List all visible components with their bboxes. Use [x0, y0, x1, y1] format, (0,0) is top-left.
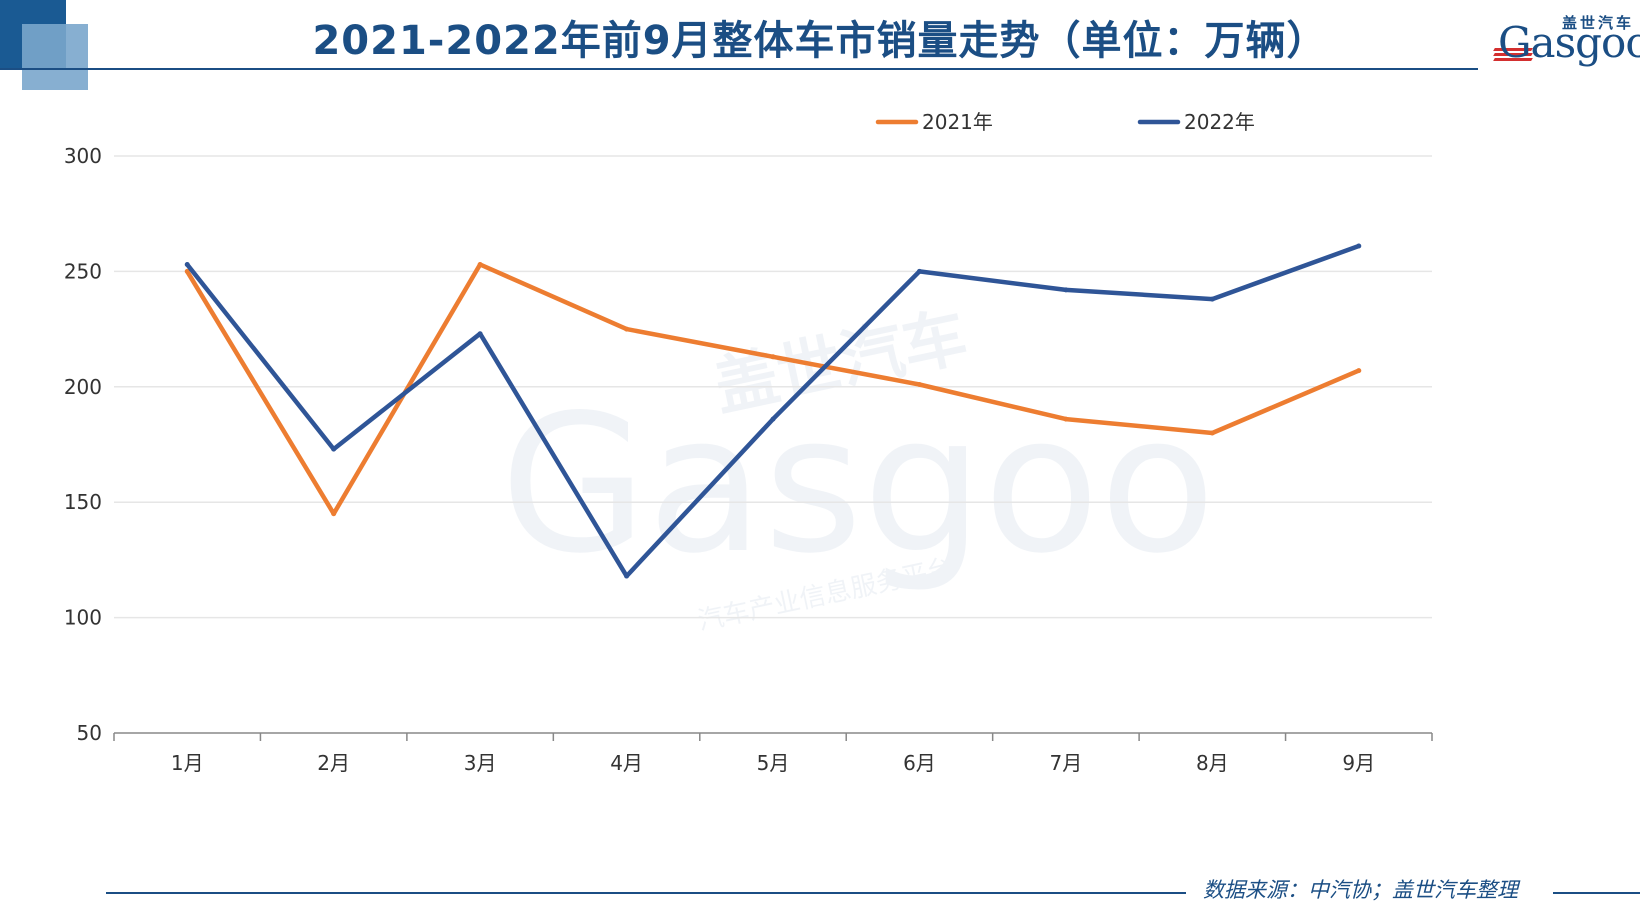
- x-tick-label: 2月: [317, 751, 350, 775]
- page-title: 2021-2022年前9月整体车市销量走势（单位：万辆）: [312, 18, 1328, 64]
- grid-lines: [114, 155, 1432, 619]
- y-tick-label: 150: [64, 490, 102, 514]
- y-tick-label: 250: [64, 259, 102, 283]
- footer-rule-right: [1553, 892, 1640, 894]
- x-tick-label: 1月: [171, 751, 204, 775]
- data-point: [477, 331, 483, 337]
- y-axis: 50 100 150 200 250 300: [64, 144, 102, 745]
- y-tick-label: 300: [64, 144, 102, 168]
- legend: 2021年 2022年: [875, 110, 1255, 134]
- title-underline: [0, 68, 1478, 70]
- legend-label: 2021年: [922, 110, 993, 134]
- y-tick-label: 100: [64, 606, 102, 630]
- data-point: [1063, 416, 1069, 422]
- data-point: [1209, 430, 1215, 436]
- logo-cn-text: 盖世汽车: [1561, 14, 1634, 32]
- data-point: [916, 268, 922, 274]
- series-lines: [184, 243, 1362, 579]
- x-tick-label: 8月: [1196, 751, 1229, 775]
- data-point: [1063, 287, 1069, 293]
- x-axis: 1月 2月 3月 4月 5月 6月 7月 8月 9月: [113, 732, 1433, 775]
- data-point: [624, 573, 630, 579]
- y-tick-label: 200: [64, 375, 102, 399]
- logo-en-text: Gasgoo: [1498, 18, 1640, 67]
- footer-rule-left: [106, 892, 1186, 894]
- data-point: [770, 416, 776, 422]
- watermark: Gasgoo 盖世汽车 汽车产业信息服务平台: [500, 300, 1216, 637]
- x-tick-label: 9月: [1342, 751, 1375, 775]
- gasgoo-logo: 盖世汽车 Gasgoo: [1490, 12, 1640, 76]
- data-point: [1209, 296, 1215, 302]
- legend-label: 2022年: [1184, 110, 1255, 134]
- data-point: [331, 511, 337, 517]
- data-point: [331, 446, 337, 452]
- data-point: [916, 381, 922, 387]
- data-point: [624, 326, 630, 332]
- y-tick-label: 50: [77, 721, 102, 745]
- data-point: [184, 268, 190, 274]
- data-point: [477, 261, 483, 267]
- data-point: [1356, 243, 1362, 249]
- source-note: 数据来源：中汽协；盖世汽车整理: [1203, 878, 1518, 902]
- x-tick-label: 3月: [464, 751, 497, 775]
- x-tick-label: 5月: [757, 751, 790, 775]
- x-tick-label: 7月: [1050, 751, 1083, 775]
- data-point: [184, 261, 190, 267]
- watermark-en: Gasgoo: [500, 374, 1216, 595]
- data-point: [770, 354, 776, 360]
- corner-decoration-light: [22, 24, 88, 90]
- data-point: [1356, 368, 1362, 374]
- x-tick-label: 6月: [903, 751, 936, 775]
- x-tick-label: 4月: [610, 751, 643, 775]
